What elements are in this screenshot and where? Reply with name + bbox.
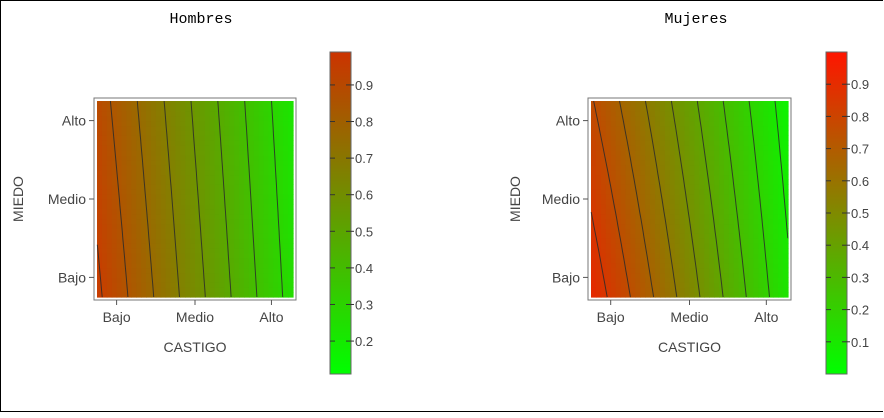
contour-line-0.1: [774, 100, 789, 239]
x-tick-label: Bajo: [103, 309, 131, 325]
contour-line-0.2: [271, 100, 284, 298]
contour-line-0.8: [593, 100, 631, 298]
x-tick-label: Alto: [259, 309, 283, 325]
colorbar-tick-label: 0.9: [355, 78, 373, 93]
colorbar-tick-label: 0.4: [851, 238, 869, 253]
contour-field: [97, 101, 294, 298]
contour-line-0.6: [163, 100, 180, 298]
y-tick-label: Medio: [542, 191, 580, 207]
x-tick-label: Medio: [670, 309, 708, 325]
contour-lines: [590, 100, 789, 298]
colorbar-tick-label: 0.6: [851, 174, 869, 189]
colorbar-tick-label: 0.5: [355, 224, 373, 239]
y-tick-label: Alto: [556, 113, 580, 129]
y-tick-label: Bajo: [58, 269, 86, 285]
panel-hombres: Hombres Bajo Medio Alto Bajo Medio Alto CASTIGO…: [10, 11, 373, 375]
colorbar-tick-label: 0.4: [355, 261, 373, 276]
colorbar-tick-label: 0.3: [851, 270, 869, 285]
contour-line-0.4: [217, 100, 232, 298]
colorbar-tick-label: 0.9: [851, 77, 869, 92]
x-axis-label: CASTIGO: [163, 339, 226, 355]
x-tick-label: Medio: [176, 309, 214, 325]
y-axis-label: MIEDO: [10, 176, 26, 222]
chart-title: Hombres: [169, 11, 232, 28]
colorbar-tick-label: 0.1: [851, 335, 869, 350]
contour-line-0.4: [696, 100, 724, 298]
y-tick-label: Bajo: [552, 269, 580, 285]
chart-title: Mujeres: [664, 11, 727, 28]
colorbar-tick-label: 0.8: [355, 115, 373, 130]
contour-line-0.2: [748, 100, 770, 298]
contour-line-0.9: [96, 244, 103, 298]
panel-mujeres: Mujeres Bajo Medio Alto Bajo Medio Alto CASTIGO…: [507, 11, 869, 375]
colorbar-tick-label: 0.2: [355, 334, 373, 349]
colorbar-tick-label: 0.7: [355, 151, 373, 166]
x-axis-label: CASTIGO: [658, 339, 721, 355]
contour-line-0.9: [590, 212, 608, 298]
colorbar-tick-label: 0.3: [355, 297, 373, 312]
contour-lines: [96, 100, 284, 298]
y-tick-label: Alto: [62, 113, 86, 129]
colorbar-tick-label: 0.6: [355, 188, 373, 203]
colorbar-tick-label: 0.7: [851, 142, 869, 157]
colorbar-tick-label: 0.2: [851, 303, 869, 318]
y-axis-label: MIEDO: [507, 176, 523, 222]
x-tick-label: Bajo: [597, 309, 625, 325]
contour-line-0.7: [619, 100, 655, 298]
colorbar-tick-label: 0.5: [851, 206, 869, 221]
contour-field: [591, 101, 789, 298]
contour-line-0.3: [244, 100, 258, 298]
x-tick-label: Alto: [754, 309, 778, 325]
y-tick-label: Medio: [48, 191, 86, 207]
colorbar: [329, 51, 352, 375]
contour-line-0.3: [722, 100, 747, 298]
contour-line-0.8: [109, 100, 129, 298]
contour-line-0.5: [670, 100, 701, 298]
contour-line-0.5: [190, 100, 206, 298]
contour-line-0.7: [136, 100, 155, 298]
colorbar-tick-label: 0.8: [851, 109, 869, 124]
contour-line-0.6: [644, 100, 678, 298]
